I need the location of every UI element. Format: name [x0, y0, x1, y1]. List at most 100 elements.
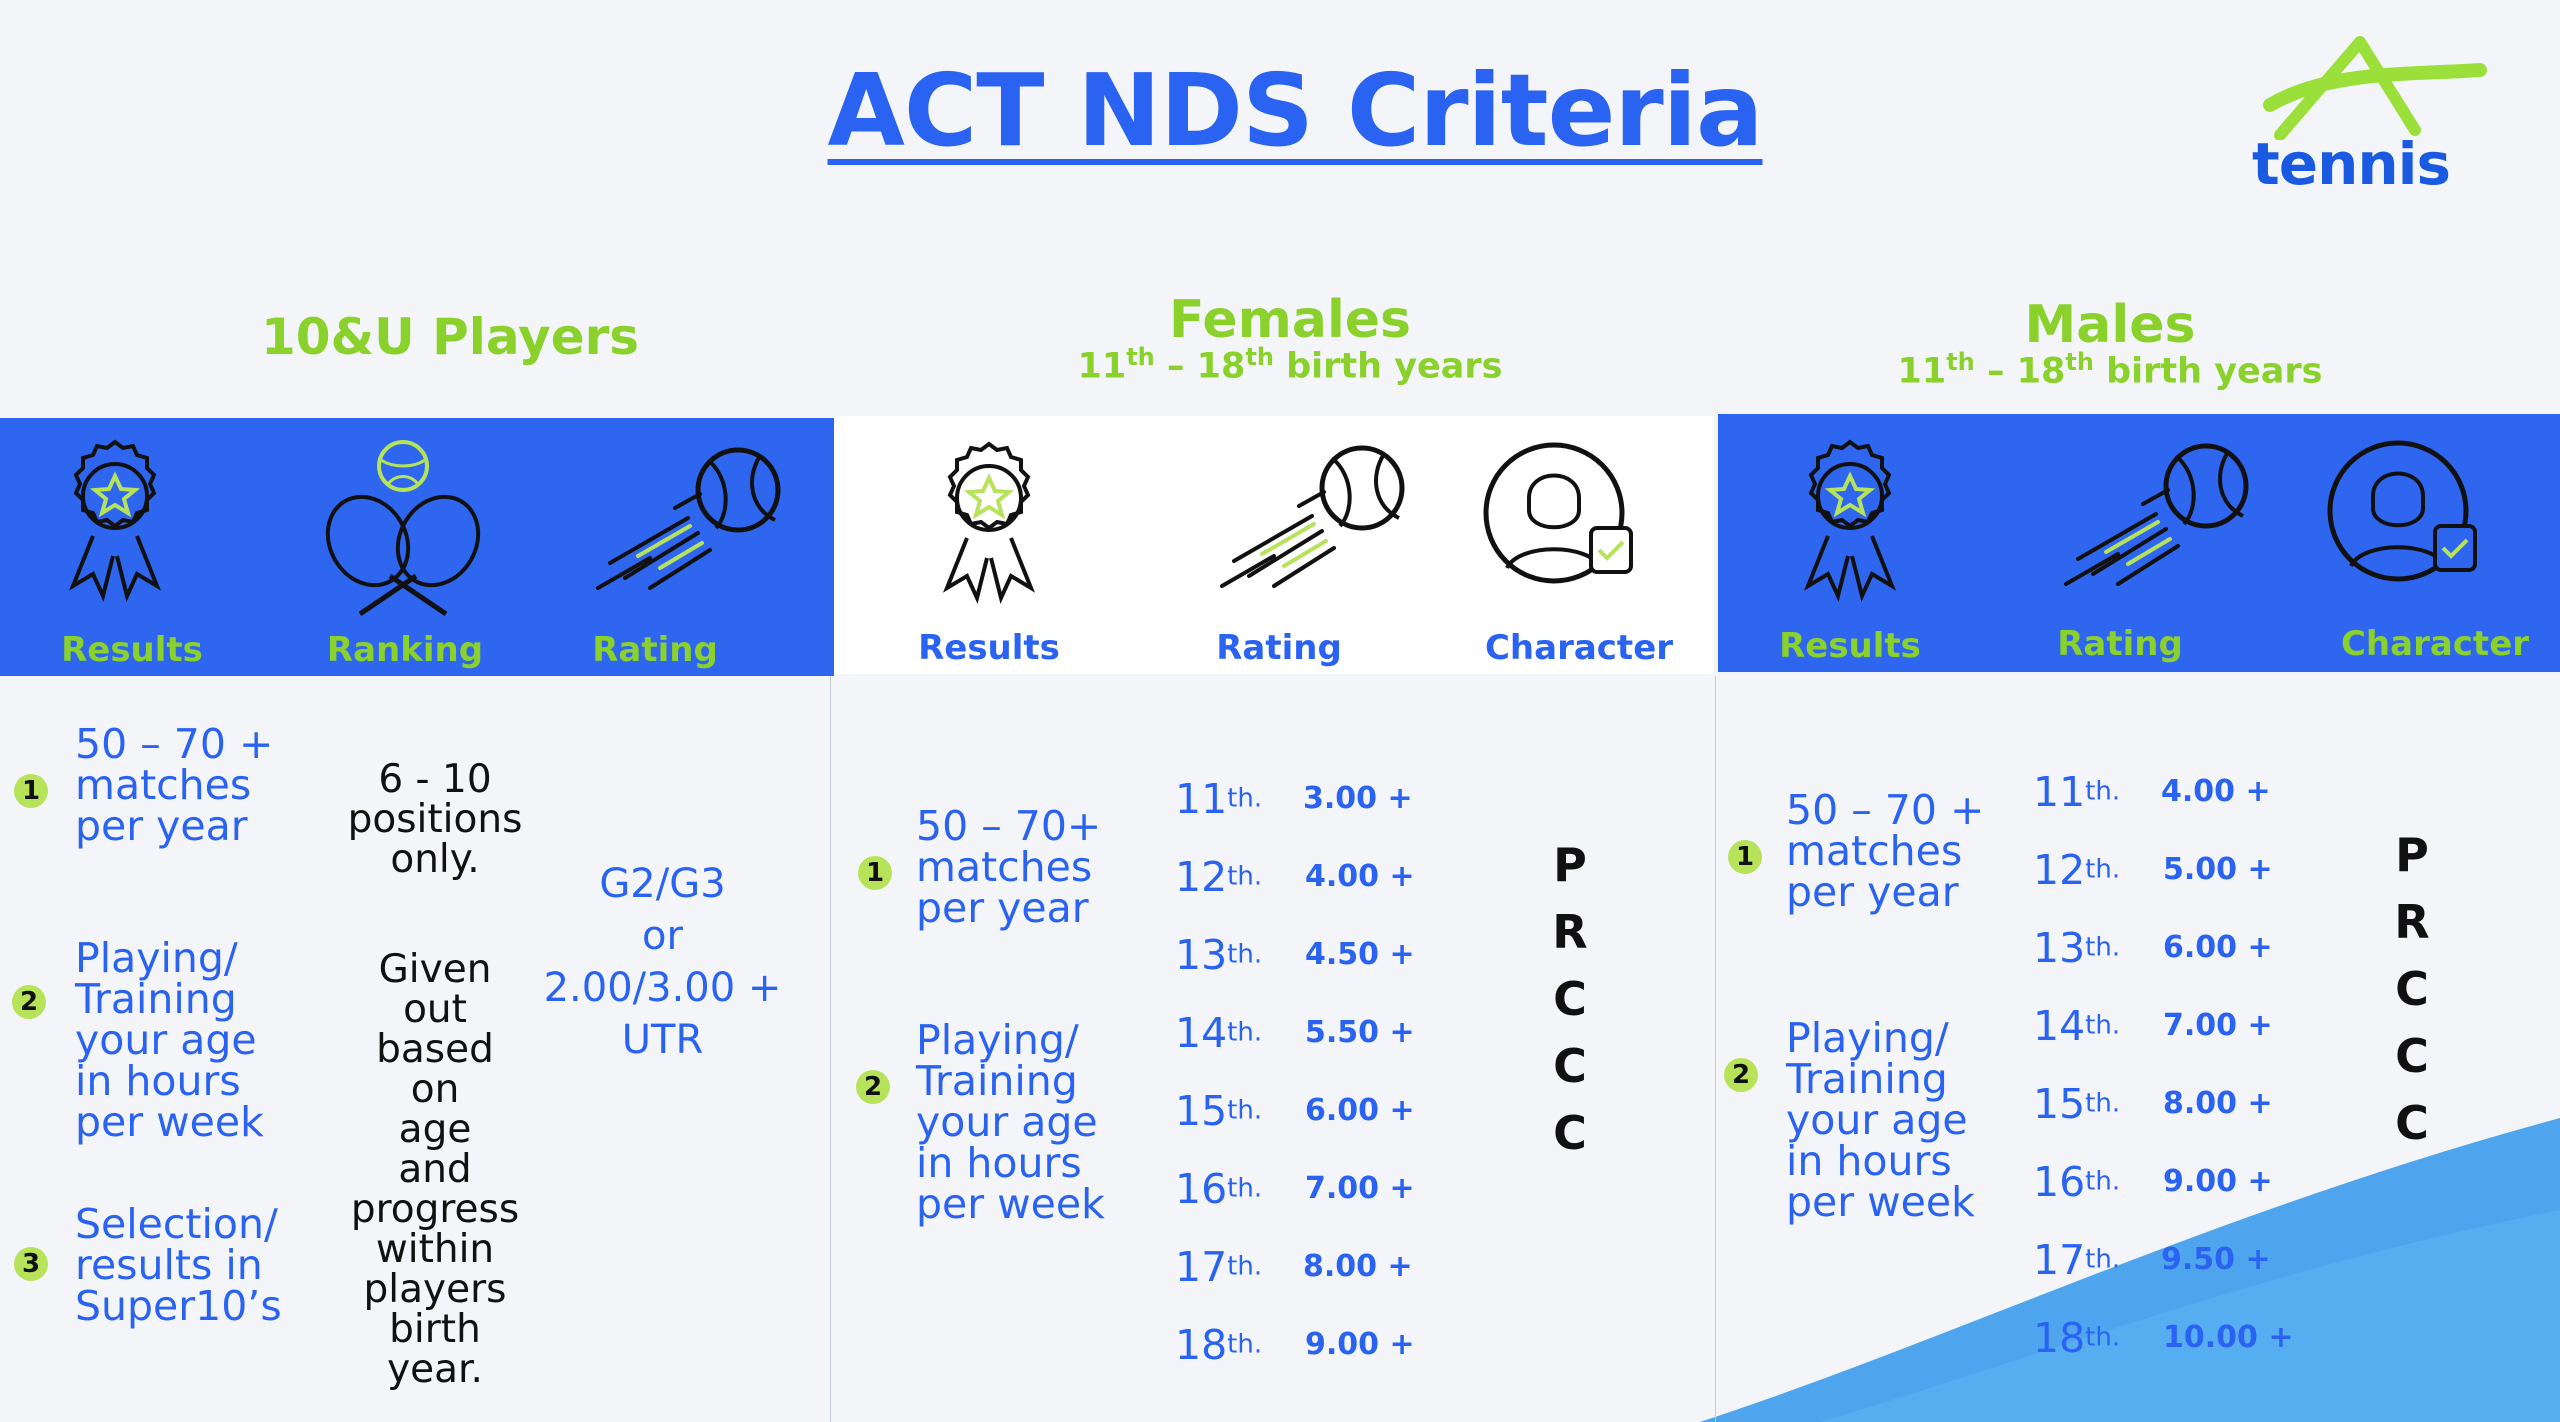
u10-result-3-line-3: Super10’s [75, 1282, 282, 1330]
ranking-line-7: based [376, 1027, 494, 1072]
divider-right [1715, 676, 1716, 1422]
females-result-2-line-3: your age [916, 1098, 1098, 1146]
age-suffix: th. [1227, 1017, 1263, 1048]
males-col-character: Character [2340, 624, 2530, 664]
females-rating-value: 4.50 + [1305, 937, 1415, 972]
males-header-band: Results Rating Character [1718, 414, 2560, 672]
age-label: 16 [1175, 1165, 1228, 1213]
females-rating-row: 17th. [1175, 1243, 1262, 1291]
females-sub-end-suffix: th [1245, 343, 1274, 371]
u10-col-rating: Rating [592, 630, 718, 670]
females-col-rating: Rating [1216, 628, 1342, 668]
females-sub-start: 11 [1077, 346, 1127, 387]
fast-ball-icon [1220, 445, 1405, 588]
age-label: 16 [2033, 1158, 2086, 1206]
ranking-line-13: players [363, 1267, 507, 1312]
males-sub-end-suffix: th [2065, 348, 2094, 376]
u10-result-1-line-1: 50 – 70 + [75, 720, 274, 768]
age-label: 15 [2033, 1080, 2086, 1128]
u10-result-2-line-4: in hours [75, 1057, 241, 1105]
males-rating-value: 9.50 + [2161, 1242, 2271, 1277]
ranking-line-15: year. [387, 1347, 483, 1392]
males-rating-value: 7.00 + [2163, 1008, 2273, 1043]
u10-ranking-text: 6 - 10 positions only. Given out based o… [320, 760, 550, 1390]
u10-result-3-badge: 3 [14, 1247, 48, 1281]
males-rating-table: 11th. 4.00 + 12th. 5.00 + 13th. 6.00 + 1… [2033, 768, 2353, 1388]
ranking-line-12: within [375, 1227, 495, 1272]
males-sub-start-suffix: th [1946, 348, 1975, 376]
rating-line-1: G2/G3 [599, 861, 726, 907]
males-result-2-line-5: per week [1786, 1178, 1975, 1226]
females-result-1-line-3: per year [916, 884, 1089, 932]
females-result-2-line-5: per week [916, 1180, 1105, 1228]
females-rating-value: 4.00 + [1305, 859, 1415, 894]
females-result-1-line-2: matches [916, 843, 1093, 891]
character-letter: R [1552, 905, 1588, 959]
males-result-2-badge: 2 [1724, 1058, 1758, 1092]
males-result-2: Playing/ Training your age in hours per … [1786, 1018, 1975, 1223]
females-rating-row: 16th. [1175, 1165, 1262, 1213]
rating-line-2: or [642, 913, 683, 959]
males-rating-value: 4.00 + [2161, 774, 2271, 809]
males-result-2-line-4: in hours [1786, 1137, 1952, 1185]
males-rating-row: 12th. [2033, 846, 2120, 894]
logo-text: tennis [2252, 130, 2451, 198]
u10-result-2-badge: 2 [12, 985, 46, 1019]
character-icon [2327, 440, 2477, 582]
u10-result-3-line-2: results in [75, 1241, 263, 1289]
age-label: 13 [1175, 931, 1228, 979]
males-rating-row: 14th. [2033, 1002, 2120, 1050]
character-letter: C [1553, 1039, 1587, 1093]
decorative-wave [1700, 1118, 2560, 1422]
age-label: 17 [2033, 1236, 2086, 1284]
ranking-line-5: Given [378, 947, 492, 992]
u10-result-1: 50 – 70 + matches per year [75, 724, 273, 847]
females-title: Females [1169, 290, 1411, 350]
females-character: P R C C C [1530, 832, 1610, 1167]
females-rating-value: 5.50 + [1305, 1015, 1415, 1050]
females-rating-value: 8.00 + [1303, 1249, 1413, 1284]
females-result-2: Playing/ Training your age in hours per … [916, 1020, 1105, 1225]
females-rating-row: 12th. [1175, 853, 1262, 901]
males-col-results: Results [1779, 626, 1921, 666]
age-suffix: th. [1227, 1329, 1263, 1360]
age-label: 11 [2033, 768, 2086, 816]
rackets-icon [325, 440, 481, 616]
females-subtitle: 11th – 18th birth years [960, 343, 1620, 387]
medal-icon [942, 441, 1036, 605]
males-rating-row: 13th. [2033, 924, 2120, 972]
females-rating-row: 18th. [1175, 1321, 1262, 1369]
females-rating-value: 7.00 + [1305, 1171, 1415, 1206]
ranking-line-3: only. [390, 837, 480, 882]
u10-result-1-badge: 1 [14, 774, 48, 808]
males-result-1: 50 – 70 + matches per year [1786, 790, 1984, 913]
page-title: ACT NDS Criteria [827, 52, 1763, 169]
males-result-2-line-3: your age [1786, 1096, 1968, 1144]
males-character: P R C C C [2372, 822, 2452, 1157]
age-label: 18 [2033, 1314, 2086, 1362]
medal-icon [68, 439, 162, 603]
age-label: 11 [1175, 775, 1228, 823]
character-letter: C [2395, 962, 2429, 1016]
divider-left [830, 676, 831, 1422]
u10-result-1-line-3: per year [75, 802, 248, 850]
ranking-line-1: 6 - 10 [378, 757, 492, 802]
males-sub-start: 11 [1897, 351, 1947, 392]
u10-result-2: Playing/ Training your age in hours per … [75, 938, 264, 1143]
character-letter: P [1553, 838, 1587, 892]
males-result-2-line-1: Playing/ [1786, 1014, 1949, 1062]
u10-rating-text: G2/G3 or 2.00/3.00 + UTR [540, 858, 785, 1066]
u10-result-1-line-2: matches [75, 761, 252, 809]
age-label: 12 [1175, 853, 1228, 901]
males-col-rating: Rating [2057, 624, 2183, 664]
males-rating-row: 15th. [2033, 1080, 2120, 1128]
males-rating-row: 16th. [2033, 1158, 2120, 1206]
age-label: 17 [1175, 1243, 1228, 1291]
u10-result-3-line-1: Selection/ [75, 1200, 278, 1248]
males-result-1-line-2: matches [1786, 827, 1963, 875]
age-suffix: th. [1227, 861, 1263, 892]
age-label: 13 [2033, 924, 2086, 972]
females-result-2-line-4: in hours [916, 1139, 1082, 1187]
females-rating-row: 15th. [1175, 1087, 1262, 1135]
u10-title: 10&U Players [260, 308, 640, 366]
